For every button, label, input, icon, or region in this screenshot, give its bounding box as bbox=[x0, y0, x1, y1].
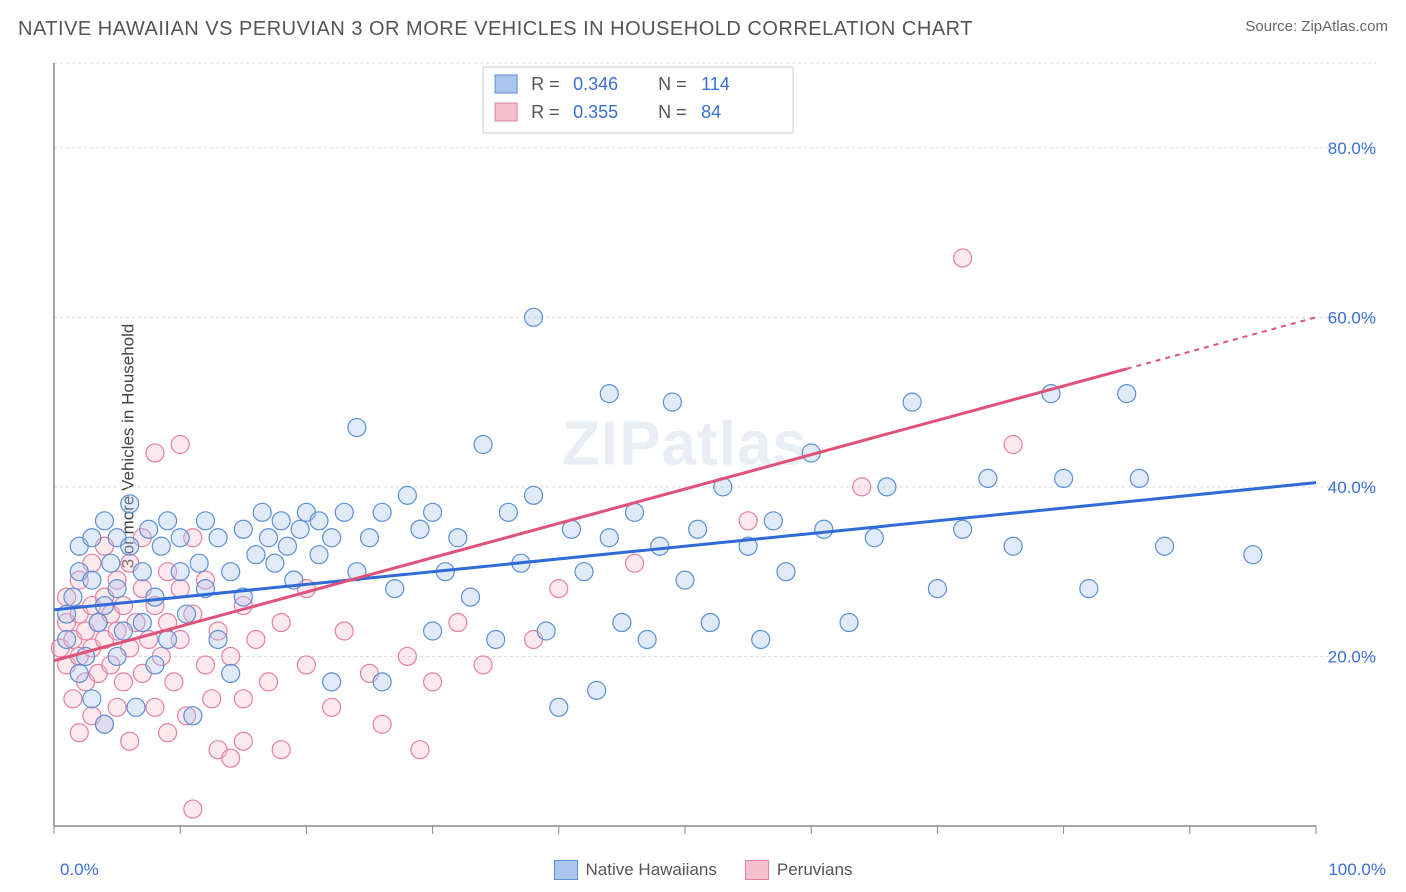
swatch-icon bbox=[745, 860, 769, 880]
svg-text:R =: R = bbox=[531, 102, 560, 122]
plot-area: 20.0% 40.0% 60.0% 80.0% ZIPatlas R = 0.346 N = 1… bbox=[36, 55, 1386, 844]
svg-text:60.0%: 60.0% bbox=[1328, 308, 1376, 327]
chart-source: Source: ZipAtlas.com bbox=[1245, 18, 1388, 35]
svg-text:84: 84 bbox=[701, 102, 721, 122]
svg-text:0.355: 0.355 bbox=[573, 102, 618, 122]
svg-text:N =: N = bbox=[658, 102, 687, 122]
svg-text:114: 114 bbox=[701, 74, 730, 94]
svg-text:20.0%: 20.0% bbox=[1328, 647, 1376, 666]
chart-title: NATIVE HAWAIIAN VS PERUVIAN 3 OR MORE VE… bbox=[18, 18, 973, 41]
legend-item-native-hawaiians: Native Hawaiians bbox=[554, 860, 717, 880]
svg-text:N =: N = bbox=[658, 74, 687, 94]
legend-label: Peruvians bbox=[777, 860, 853, 880]
svg-text:40.0%: 40.0% bbox=[1328, 478, 1376, 497]
svg-text:ZIPatlas: ZIPatlas bbox=[562, 410, 808, 479]
svg-text:80.0%: 80.0% bbox=[1328, 139, 1376, 158]
legend-item-peruvians: Peruvians bbox=[745, 860, 853, 880]
scatter-chart: 20.0% 40.0% 60.0% 80.0% ZIPatlas R = 0.346 N = 1… bbox=[36, 55, 1386, 844]
source-prefix: Source: bbox=[1245, 18, 1301, 35]
legend-label: Native Hawaiians bbox=[586, 860, 717, 880]
bottom-legend: Native Hawaiians Peruvians bbox=[0, 860, 1406, 880]
chart-header: NATIVE HAWAIIAN VS PERUVIAN 3 OR MORE VE… bbox=[18, 18, 1388, 41]
svg-text:R =: R = bbox=[531, 74, 560, 94]
swatch-icon bbox=[554, 860, 578, 880]
svg-text:0.346: 0.346 bbox=[573, 74, 618, 94]
source-name: ZipAtlas.com bbox=[1301, 18, 1388, 35]
